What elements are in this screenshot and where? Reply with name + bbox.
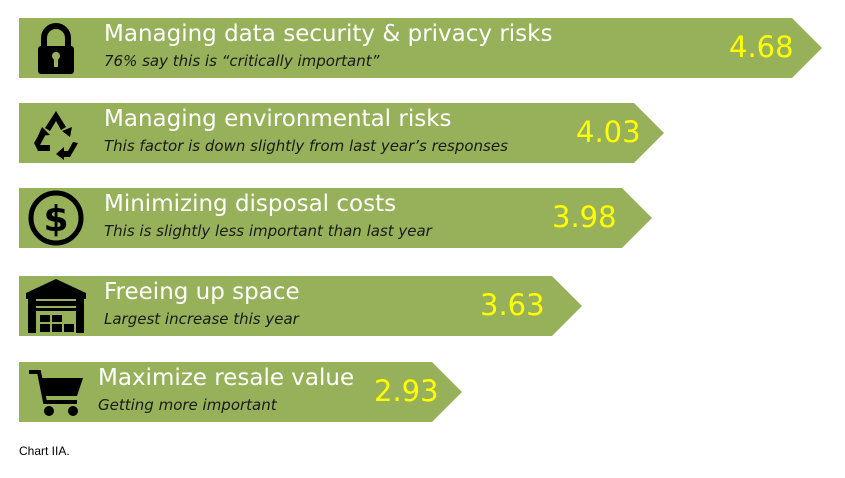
row-title: Maximize resale value	[98, 365, 355, 391]
row-note: This is slightly less important than las…	[104, 222, 432, 240]
row-note: Getting more important	[98, 396, 277, 414]
warehouse-icon	[19, 276, 92, 336]
data-label: 4.68	[729, 30, 794, 64]
chart-row: $ Minimizing disposal costs This is slig…	[19, 188, 839, 248]
row-title: Freeing up space	[104, 279, 300, 305]
chart-row: Managing environmental risks This factor…	[19, 103, 839, 163]
chart-row: Freeing up space Largest increase this y…	[19, 276, 839, 336]
recycle-icon	[19, 103, 92, 163]
svg-text:$: $	[43, 199, 68, 240]
data-label: 2.93	[374, 374, 439, 408]
shopping-cart-icon	[19, 362, 92, 422]
lock-icon	[19, 18, 92, 78]
row-title: Managing data security & privacy risks	[104, 21, 553, 47]
row-note: This factor is down slightly from last y…	[104, 137, 508, 155]
data-label: 3.63	[480, 288, 545, 322]
dollar-icon: $	[19, 188, 92, 248]
chart-row: Managing data security & privacy risks 7…	[19, 18, 839, 78]
row-note: Largest increase this year	[104, 310, 299, 328]
row-title: Managing environmental risks	[104, 106, 452, 132]
data-label: 4.03	[576, 115, 641, 149]
row-title: Minimizing disposal costs	[104, 191, 397, 217]
chart-row: Maximize resale value Getting more impor…	[19, 362, 839, 422]
chart-caption: Chart IIA.	[19, 444, 70, 458]
row-note: 76% say this is “critically important”	[104, 52, 380, 70]
data-label: 3.98	[552, 200, 617, 234]
